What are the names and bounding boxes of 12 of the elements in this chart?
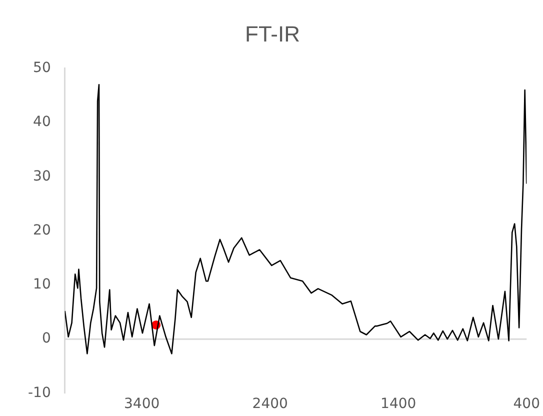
x-tick-label: 3400 <box>124 396 160 412</box>
y-tick-label: 50 <box>33 60 51 76</box>
chart-title: FT-IR <box>245 21 300 46</box>
y-tick-label: 10 <box>33 276 51 293</box>
y-tick-label: 30 <box>33 168 51 184</box>
y-tick-label: 0 <box>42 330 51 347</box>
y-tick-label: -10 <box>28 384 51 401</box>
x-tick-label: 1400 <box>380 396 416 412</box>
x-tick-label: 400 <box>513 396 540 412</box>
y-tick-label: 40 <box>33 114 51 130</box>
y-tick-label: 20 <box>33 222 51 238</box>
x-tick-label: 2400 <box>252 396 288 412</box>
